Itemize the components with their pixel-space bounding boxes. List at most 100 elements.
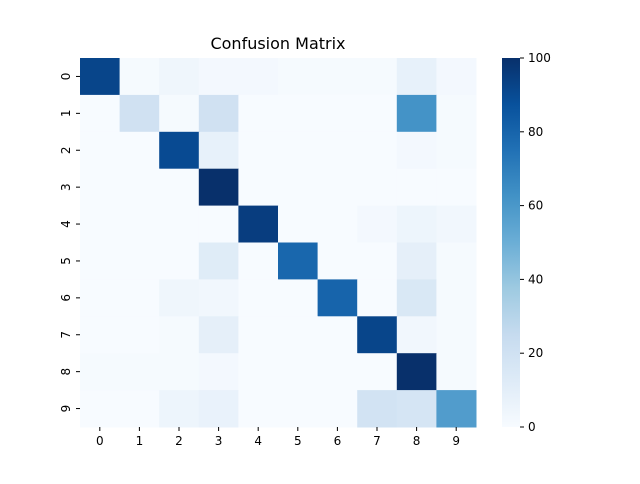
- heatmap-cell: [119, 316, 160, 354]
- heatmap-cell: [396, 205, 437, 243]
- heatmap-cell: [357, 316, 398, 354]
- heatmap-cell: [317, 353, 358, 391]
- y-axis: 0 1 2 3 4 5 6 7 8 9: [59, 73, 80, 413]
- heatmap-cell: [278, 390, 319, 428]
- heatmap-cell: [357, 94, 398, 133]
- colorbar-tick-label: 40: [528, 272, 543, 286]
- heatmap-cell: [238, 279, 279, 317]
- heatmap-cell: [436, 168, 477, 207]
- colorbar-tick-label: 100: [528, 51, 551, 65]
- heatmap-cell: [357, 390, 398, 428]
- colorbar-axis: 0 20 40 60 80 100: [520, 51, 551, 434]
- heatmap-cell: [357, 168, 398, 207]
- heatmap-cell: [436, 94, 477, 133]
- heatmap-cell: [317, 168, 358, 207]
- heatmap-cell: [80, 353, 121, 391]
- heatmap-cell: [436, 353, 477, 391]
- heatmap-cell: [198, 242, 239, 280]
- heatmap-cell: [357, 279, 398, 317]
- heatmap-cell: [119, 205, 160, 243]
- heatmap-cell: [159, 58, 200, 96]
- x-tick-label: 9: [452, 434, 460, 448]
- heatmap-cell: [238, 316, 279, 354]
- heatmap-cell: [119, 242, 160, 280]
- heatmap-cell: [238, 205, 279, 243]
- heatmap-cell: [159, 131, 200, 170]
- heatmap-cell: [317, 94, 358, 133]
- heatmap-cell: [317, 205, 358, 243]
- heatmap-cell: [198, 353, 239, 391]
- heatmap-cell: [396, 353, 437, 391]
- heatmap-cell: [198, 131, 239, 170]
- heatmap-cell: [198, 168, 239, 207]
- heatmap-cell: [119, 390, 160, 428]
- heatmap-cell: [396, 316, 437, 354]
- heatmap-cell: [159, 353, 200, 391]
- heatmap-cell: [198, 94, 239, 133]
- colorbar: [502, 58, 520, 427]
- heatmap-cell: [278, 58, 319, 96]
- y-tick-label: 0: [59, 73, 73, 81]
- heatmap-cell: [436, 390, 477, 428]
- heatmap-cell: [396, 168, 437, 207]
- heatmap-cell: [396, 131, 437, 170]
- colorbar-tick-label: 0: [528, 420, 536, 434]
- heatmap-cell: [436, 242, 477, 280]
- heatmap-cells: [80, 58, 477, 428]
- heatmap-cell: [198, 316, 239, 354]
- heatmap-cell: [198, 390, 239, 428]
- heatmap-cell: [436, 205, 477, 243]
- heatmap-cell: [238, 94, 279, 133]
- heatmap-cell: [159, 390, 200, 428]
- heatmap-cell: [238, 168, 279, 207]
- x-tick-label: 2: [175, 434, 183, 448]
- heatmap-cell: [119, 131, 160, 170]
- y-tick-label: 4: [59, 220, 73, 228]
- x-tick-label: 0: [96, 434, 104, 448]
- heatmap-cell: [238, 58, 279, 96]
- heatmap-cell: [396, 279, 437, 317]
- heatmap-cell: [159, 94, 200, 133]
- heatmap-cell: [80, 279, 121, 317]
- heatmap-cell: [436, 279, 477, 317]
- heatmap-cell: [159, 242, 200, 280]
- heatmap-cell: [436, 131, 477, 170]
- heatmap-cell: [317, 279, 358, 317]
- chart-title: Confusion Matrix: [210, 34, 345, 53]
- heatmap-cell: [278, 94, 319, 133]
- heatmap-cell: [198, 58, 239, 96]
- y-tick-label: 7: [59, 331, 73, 339]
- x-axis: 0 1 2 3 4 5 6 7 8 9: [96, 427, 460, 448]
- heatmap-cell: [317, 58, 358, 96]
- heatmap-cell: [278, 316, 319, 354]
- heatmap-cell: [317, 316, 358, 354]
- x-tick-label: 1: [136, 434, 144, 448]
- heatmap-cell: [80, 242, 121, 280]
- heatmap-cell: [278, 168, 319, 207]
- heatmap-cell: [278, 279, 319, 317]
- heatmap-cell: [198, 279, 239, 317]
- heatmap-cell: [317, 242, 358, 280]
- heatmap-cell: [238, 131, 279, 170]
- heatmap-cell: [278, 353, 319, 391]
- y-tick-label: 5: [59, 257, 73, 265]
- heatmap-cell: [238, 390, 279, 428]
- y-tick-label: 8: [59, 368, 73, 376]
- heatmap-cell: [80, 131, 121, 170]
- heatmap-cell: [80, 94, 121, 133]
- heatmap-cell: [278, 205, 319, 243]
- heatmap-cell: [357, 242, 398, 280]
- heatmap-cell: [159, 168, 200, 207]
- heatmap-cell: [80, 168, 121, 207]
- heatmap-cell: [357, 58, 398, 96]
- heatmap-cell: [238, 242, 279, 280]
- y-tick-label: 9: [59, 405, 73, 413]
- heatmap-cell: [396, 242, 437, 280]
- heatmap-cell: [80, 205, 121, 243]
- heatmap-cell: [119, 279, 160, 317]
- y-tick-label: 2: [59, 146, 73, 154]
- x-tick-label: 5: [294, 434, 302, 448]
- heatmap-cell: [278, 131, 319, 170]
